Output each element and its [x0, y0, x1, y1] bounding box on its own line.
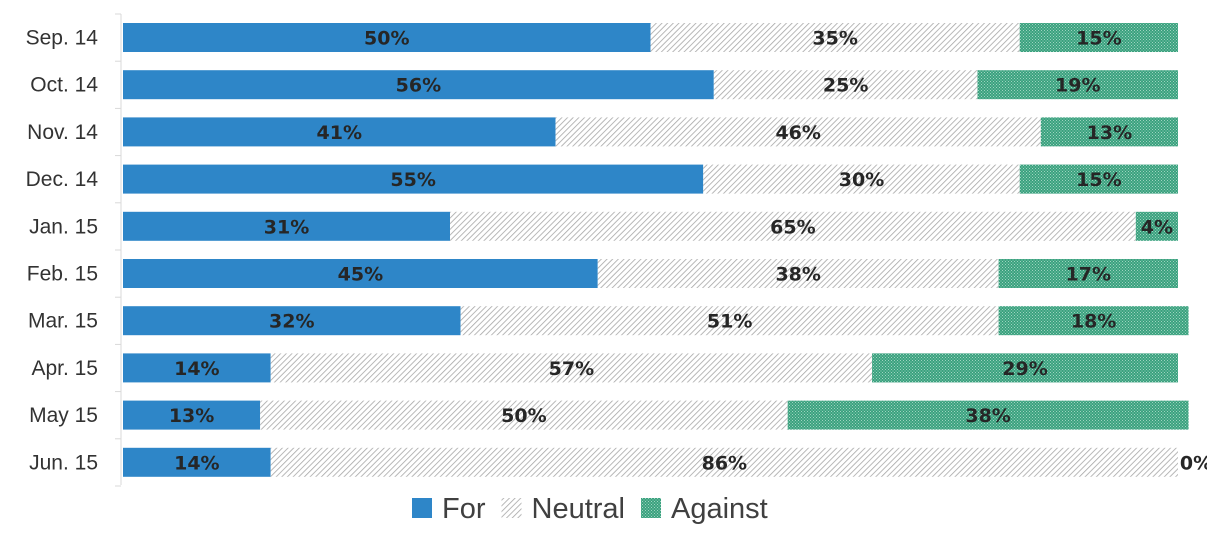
bar-for-sep-14: [123, 23, 651, 52]
category-label-jun-15: Jun. 15: [29, 451, 98, 474]
bar-against-jan-15: [1135, 211, 1178, 241]
value-label-against-apr-15: 29%: [1002, 358, 1047, 380]
value-label-for-nov-14: 41%: [317, 122, 362, 144]
value-label-neutral-jun-15: 86%: [702, 452, 747, 474]
legend-swatch-neutral: [501, 498, 522, 518]
value-label-neutral-dec-14: 30%: [839, 169, 884, 191]
bar-against-apr-15: [872, 353, 1178, 383]
value-label-for-mar-15: 32%: [269, 311, 314, 333]
value-label-neutral-oct-14: 25%: [823, 75, 868, 97]
bar-against-feb-15: [998, 259, 1178, 288]
bar-neutral-jan-15: [450, 211, 1136, 241]
value-label-neutral-jan-15: 65%: [770, 216, 815, 238]
bar-for-jun-15: [123, 447, 271, 477]
category-label-may-15: May 15: [29, 404, 98, 427]
value-label-neutral-apr-15: 57%: [549, 358, 594, 380]
bar-neutral-mar-15: [460, 306, 999, 336]
bar-for-jan-15: [123, 211, 451, 241]
value-label-against-may-15: 38%: [965, 405, 1010, 427]
value-label-against-sep-14: 15%: [1076, 28, 1121, 50]
category-label-oct-14: Oct. 14: [30, 74, 98, 97]
category-label-jan-15: Jan. 15: [29, 215, 98, 238]
value-label-for-sep-14: 50%: [364, 28, 409, 50]
value-label-neutral-sep-14: 35%: [812, 28, 857, 50]
bar-neutral-feb-15: [597, 259, 999, 288]
bar-for-feb-15: [123, 259, 598, 288]
value-label-for-may-15: 13%: [169, 405, 214, 427]
value-label-for-jun-15: 14%: [174, 452, 219, 474]
bar-neutral-oct-14: [713, 70, 978, 100]
bar-for-nov-14: [123, 117, 556, 147]
legend-swatch-for: [412, 498, 432, 518]
bar-against-sep-14: [1019, 23, 1178, 52]
bar-against-mar-15: [998, 306, 1189, 336]
value-label-against-jan-15: 4%: [1141, 216, 1173, 238]
legend-label-neutral: Neutral: [532, 493, 626, 525]
legend-label-for: For: [442, 493, 486, 525]
bar-for-apr-15: [123, 353, 271, 383]
bar-for-may-15: [123, 400, 261, 430]
bar-against-nov-14: [1040, 117, 1178, 147]
bar-neutral-jun-15: [270, 447, 1178, 477]
bar-against-dec-14: [1019, 164, 1178, 194]
value-label-against-jun-15: 0%: [1180, 452, 1207, 474]
bar-for-mar-15: [123, 306, 461, 336]
value-label-against-mar-15: 18%: [1071, 311, 1116, 333]
value-label-neutral-feb-15: 38%: [775, 264, 820, 286]
category-label-dec-14: Dec. 14: [26, 168, 99, 191]
value-label-neutral-nov-14: 46%: [775, 122, 820, 144]
category-label-sep-14: Sep. 14: [26, 27, 99, 50]
bar-for-oct-14: [123, 70, 714, 100]
category-label-mar-15: Mar. 15: [28, 310, 98, 333]
value-label-for-jan-15: 31%: [264, 216, 309, 238]
bar-neutral-sep-14: [650, 23, 1020, 52]
value-label-neutral-mar-15: 51%: [707, 311, 752, 333]
legend-swatch-against: [641, 498, 661, 518]
value-label-for-feb-15: 45%: [338, 264, 383, 286]
value-label-for-oct-14: 56%: [396, 75, 441, 97]
value-label-neutral-may-15: 50%: [501, 405, 546, 427]
value-label-for-dec-14: 55%: [390, 169, 435, 191]
bar-neutral-nov-14: [555, 117, 1041, 147]
value-label-against-feb-15: 17%: [1066, 264, 1111, 286]
bar-neutral-may-15: [260, 400, 788, 430]
bar-for-dec-14: [123, 164, 704, 194]
bar-against-oct-14: [977, 70, 1178, 100]
value-label-for-apr-15: 14%: [174, 358, 219, 380]
category-label-apr-15: Apr. 15: [31, 357, 98, 380]
value-label-against-nov-14: 13%: [1087, 122, 1132, 144]
legend: For Neutral Against: [412, 493, 768, 525]
category-label-feb-15: Feb. 15: [27, 263, 98, 286]
bar-neutral-apr-15: [270, 353, 873, 383]
legend-label-against: Against: [671, 493, 768, 525]
category-label-nov-14: Nov. 14: [27, 121, 98, 144]
bar-against-may-15: [787, 400, 1189, 430]
value-label-against-dec-14: 15%: [1076, 169, 1121, 191]
value-label-against-oct-14: 19%: [1055, 75, 1100, 97]
plot-area: Sep. 14 50% 35% 15% Oct. 14 56% 25% 19% Nov. 14 4…: [26, 13, 1207, 487]
bar-neutral-dec-14: [703, 164, 1020, 194]
